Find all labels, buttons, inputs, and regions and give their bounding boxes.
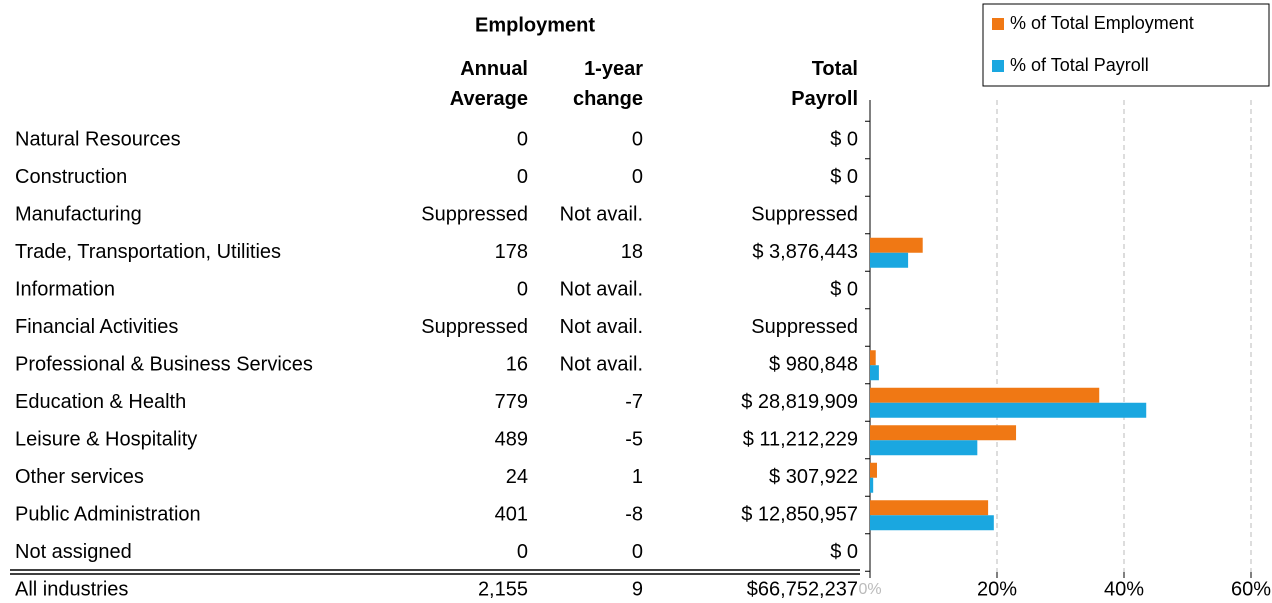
bar <box>870 440 978 456</box>
row-label: Leisure & Hospitality <box>15 428 197 450</box>
x-tick-label: 20% <box>977 578 1017 600</box>
cell: Suppressed <box>421 316 528 338</box>
row-label: Public Administration <box>15 503 201 525</box>
legend-label: % of Total Employment <box>1010 13 1194 33</box>
legend-swatch <box>992 18 1004 30</box>
column-header: 1-year change <box>573 58 643 110</box>
legend-label: % of Total Payroll <box>1010 55 1149 75</box>
row-label: Information <box>15 278 115 300</box>
cell: Suppressed <box>751 316 858 338</box>
bar <box>870 237 923 253</box>
cell: 0 <box>517 166 528 188</box>
cell: 0 <box>517 541 528 563</box>
cell: $ 0 <box>830 541 858 563</box>
cell: Not avail. <box>560 203 643 225</box>
total-cell: 2,155 <box>478 578 528 600</box>
column-header: Annual Average <box>450 58 528 110</box>
cell: $ 3,876,443 <box>752 241 858 263</box>
cell: $ 28,819,909 <box>741 391 858 413</box>
cell: 1 <box>632 466 643 488</box>
cell: 0 <box>632 128 643 150</box>
row-label: Professional & Business Services <box>15 353 313 375</box>
cell: 779 <box>495 391 528 413</box>
cell: $ 307,922 <box>769 466 858 488</box>
total-cell: $66,752,237 <box>747 578 858 600</box>
cell: Suppressed <box>421 203 528 225</box>
bar <box>870 350 876 366</box>
cell: Not avail. <box>560 353 643 375</box>
total-label: All industries <box>15 578 128 600</box>
cell: 24 <box>506 466 528 488</box>
cell: 178 <box>495 241 528 263</box>
column-header: Total Payroll <box>791 58 858 110</box>
cell: Not avail. <box>560 278 643 300</box>
cell: 0 <box>632 541 643 563</box>
cell: 0 <box>517 128 528 150</box>
cell: Suppressed <box>751 203 858 225</box>
cell: 489 <box>495 428 528 450</box>
cell: Not avail. <box>560 316 643 338</box>
total-cell: 9 <box>632 578 643 600</box>
cell: 0 <box>632 166 643 188</box>
row-label: Trade, Transportation, Utilities <box>15 241 281 263</box>
cell: $ 0 <box>830 278 858 300</box>
row-label: Manufacturing <box>15 203 142 225</box>
bar <box>870 500 989 516</box>
x-tick-label: 40% <box>1104 578 1144 600</box>
bar <box>870 462 877 478</box>
cell: -7 <box>625 391 643 413</box>
cell: 0 <box>517 278 528 300</box>
cell: $ 0 <box>830 166 858 188</box>
x-tick-label: 60% <box>1231 578 1271 600</box>
cell: 18 <box>621 241 643 263</box>
cell: -5 <box>625 428 643 450</box>
x-tick-label: 0% <box>858 581 881 598</box>
cell: 16 <box>506 353 528 375</box>
bar <box>870 252 909 268</box>
bar <box>870 365 879 381</box>
legend-swatch <box>992 60 1004 72</box>
cell: $ 12,850,957 <box>741 503 858 525</box>
cell: -8 <box>625 503 643 525</box>
cell: $ 11,212,229 <box>743 428 858 450</box>
cell: $ 980,848 <box>769 353 858 375</box>
bar <box>870 477 874 493</box>
row-label: Not assigned <box>15 541 132 563</box>
group-header: Employment <box>475 14 595 36</box>
row-label: Natural Resources <box>15 128 181 150</box>
bar <box>870 387 1100 403</box>
legend-box <box>982 3 1270 87</box>
row-label: Other services <box>15 466 144 488</box>
cell: $ 0 <box>830 128 858 150</box>
bar <box>870 515 994 531</box>
row-label: Education & Health <box>15 391 186 413</box>
row-label: Construction <box>15 166 127 188</box>
bar <box>870 402 1147 418</box>
row-label: Financial Activities <box>15 316 178 338</box>
cell: 401 <box>495 503 528 525</box>
bar <box>870 425 1017 441</box>
